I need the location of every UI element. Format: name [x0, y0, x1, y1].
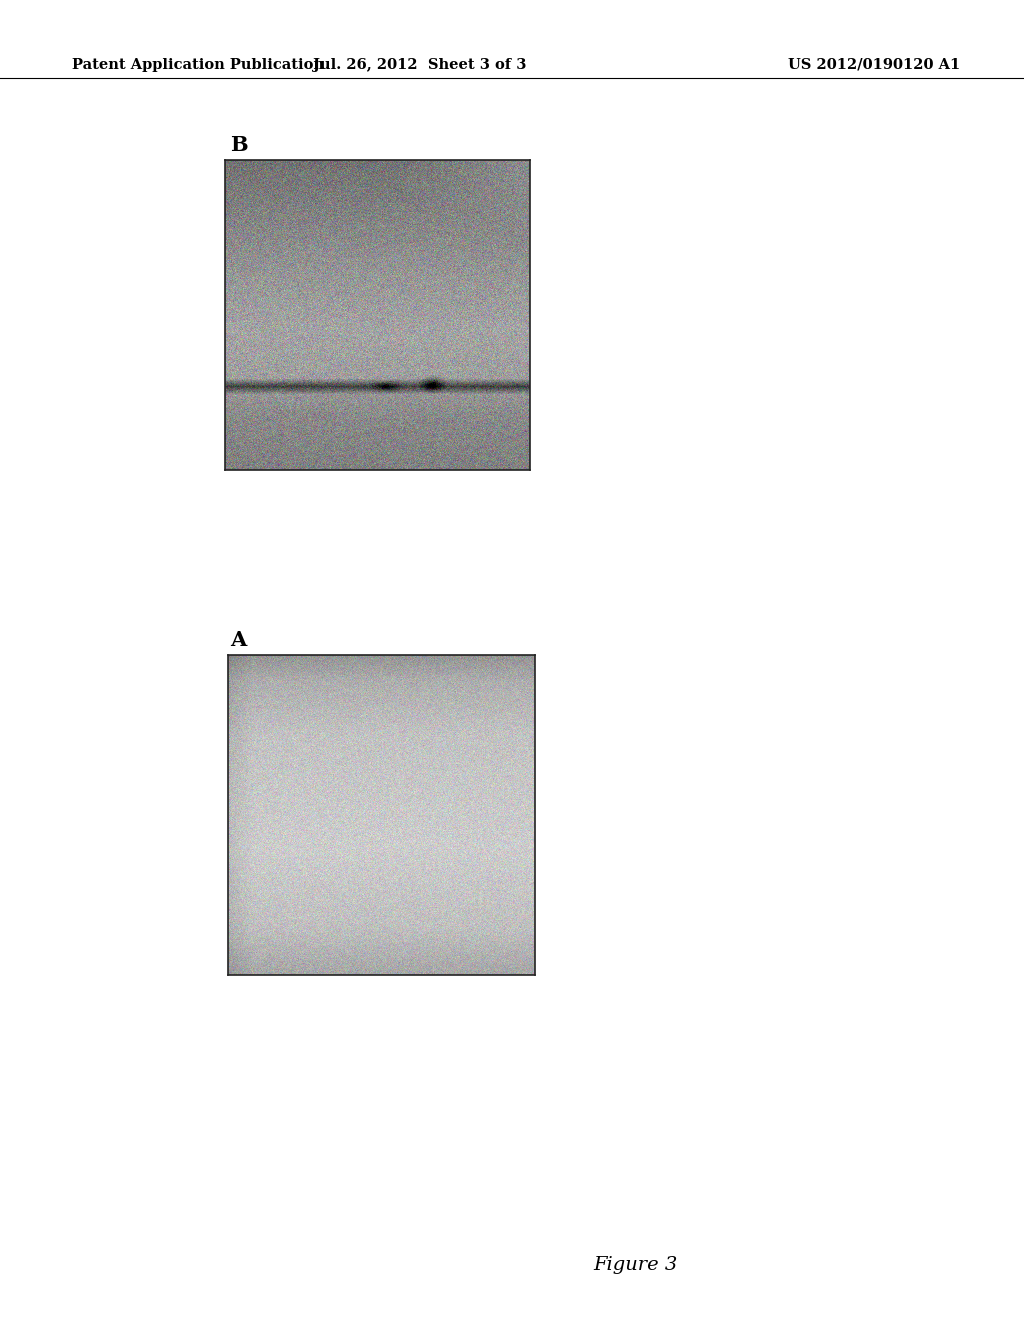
Text: Figure 3: Figure 3	[593, 1257, 677, 1274]
Text: Jul. 26, 2012  Sheet 3 of 3: Jul. 26, 2012 Sheet 3 of 3	[313, 58, 526, 73]
Text: Patent Application Publication: Patent Application Publication	[72, 58, 324, 73]
Text: A: A	[230, 630, 246, 649]
Text: B: B	[230, 135, 248, 154]
Text: US 2012/0190120 A1: US 2012/0190120 A1	[787, 58, 961, 73]
